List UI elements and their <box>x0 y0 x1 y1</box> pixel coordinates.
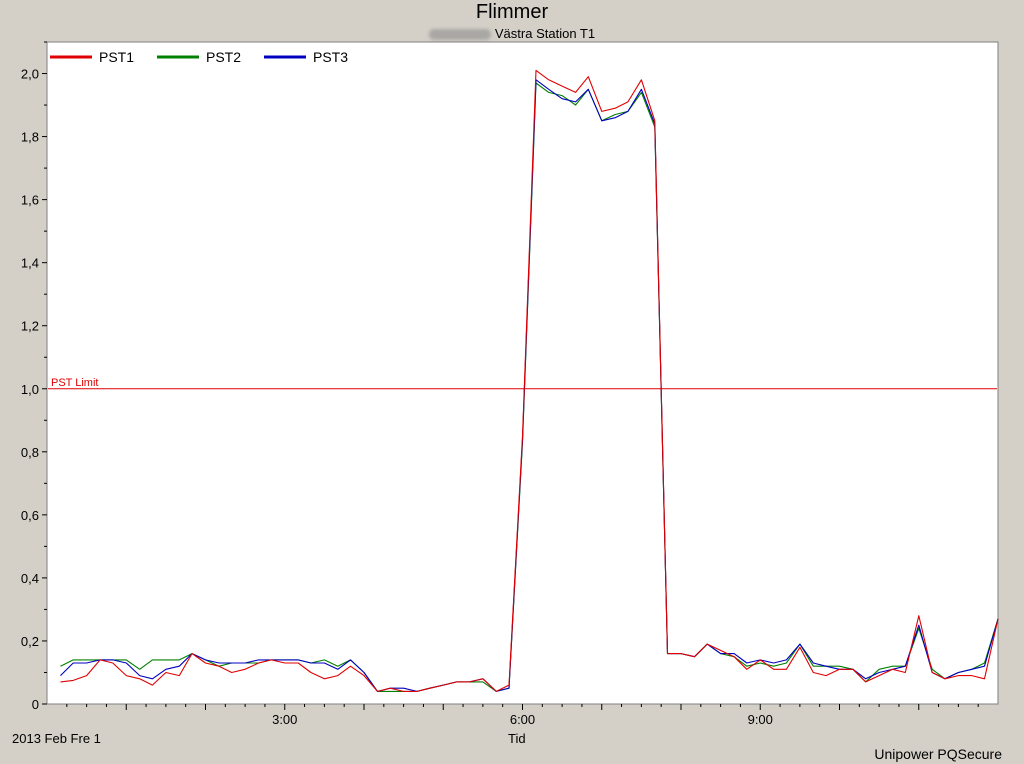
chart-subtitle: Västra Station T1 <box>0 26 1024 41</box>
series-line-pst1 <box>60 69 999 692</box>
plot-area <box>46 41 999 705</box>
legend-label: PST1 <box>99 49 134 65</box>
y-tick-label: 1,8 <box>21 130 39 145</box>
pst-limit-label: PST Limit <box>51 377 98 389</box>
subtitle-text: Västra Station T1 <box>494 26 596 41</box>
legend: PST1 PST2 PST3 <box>50 49 348 65</box>
date-label: 2013 Feb Fre 1 <box>12 731 101 746</box>
chart-title: Flimmer <box>475 1 549 23</box>
series-lines <box>60 69 999 692</box>
brand-label: Unipower PQSecure <box>874 746 1002 762</box>
y-tick-label: 1,2 <box>21 319 39 334</box>
y-tick-label: 2,0 <box>21 67 39 82</box>
y-tick-label: 0,4 <box>21 571 39 586</box>
legend-label: PST3 <box>313 49 348 65</box>
redacted-label <box>428 29 491 41</box>
x-tick-label: 9:00 <box>748 712 773 727</box>
y-tick-label: 1,4 <box>21 256 39 271</box>
x-tick-label: 3:00 <box>272 712 297 727</box>
y-tick-label: 0,6 <box>21 508 39 523</box>
y-tick-label: 0,2 <box>21 634 39 649</box>
legend-label: PST2 <box>206 49 241 65</box>
x-axis: 3:00 6:00 9:00 <box>66 704 979 727</box>
y-tick-label: 1,6 <box>21 193 39 208</box>
y-tick-label: 1,0 <box>21 382 39 397</box>
reference-lines: PST Limit <box>48 377 997 390</box>
y-tick-label: 0 <box>32 697 39 712</box>
y-axis: 0 0,2 0,4 0,6 0,8 1,0 1,2 1,4 1,6 1,8 2,0 <box>21 41 47 712</box>
x-axis-label: Tid <box>508 731 526 746</box>
x-tick-label: 6:00 <box>510 712 535 727</box>
y-tick-label: 0,8 <box>21 445 39 460</box>
